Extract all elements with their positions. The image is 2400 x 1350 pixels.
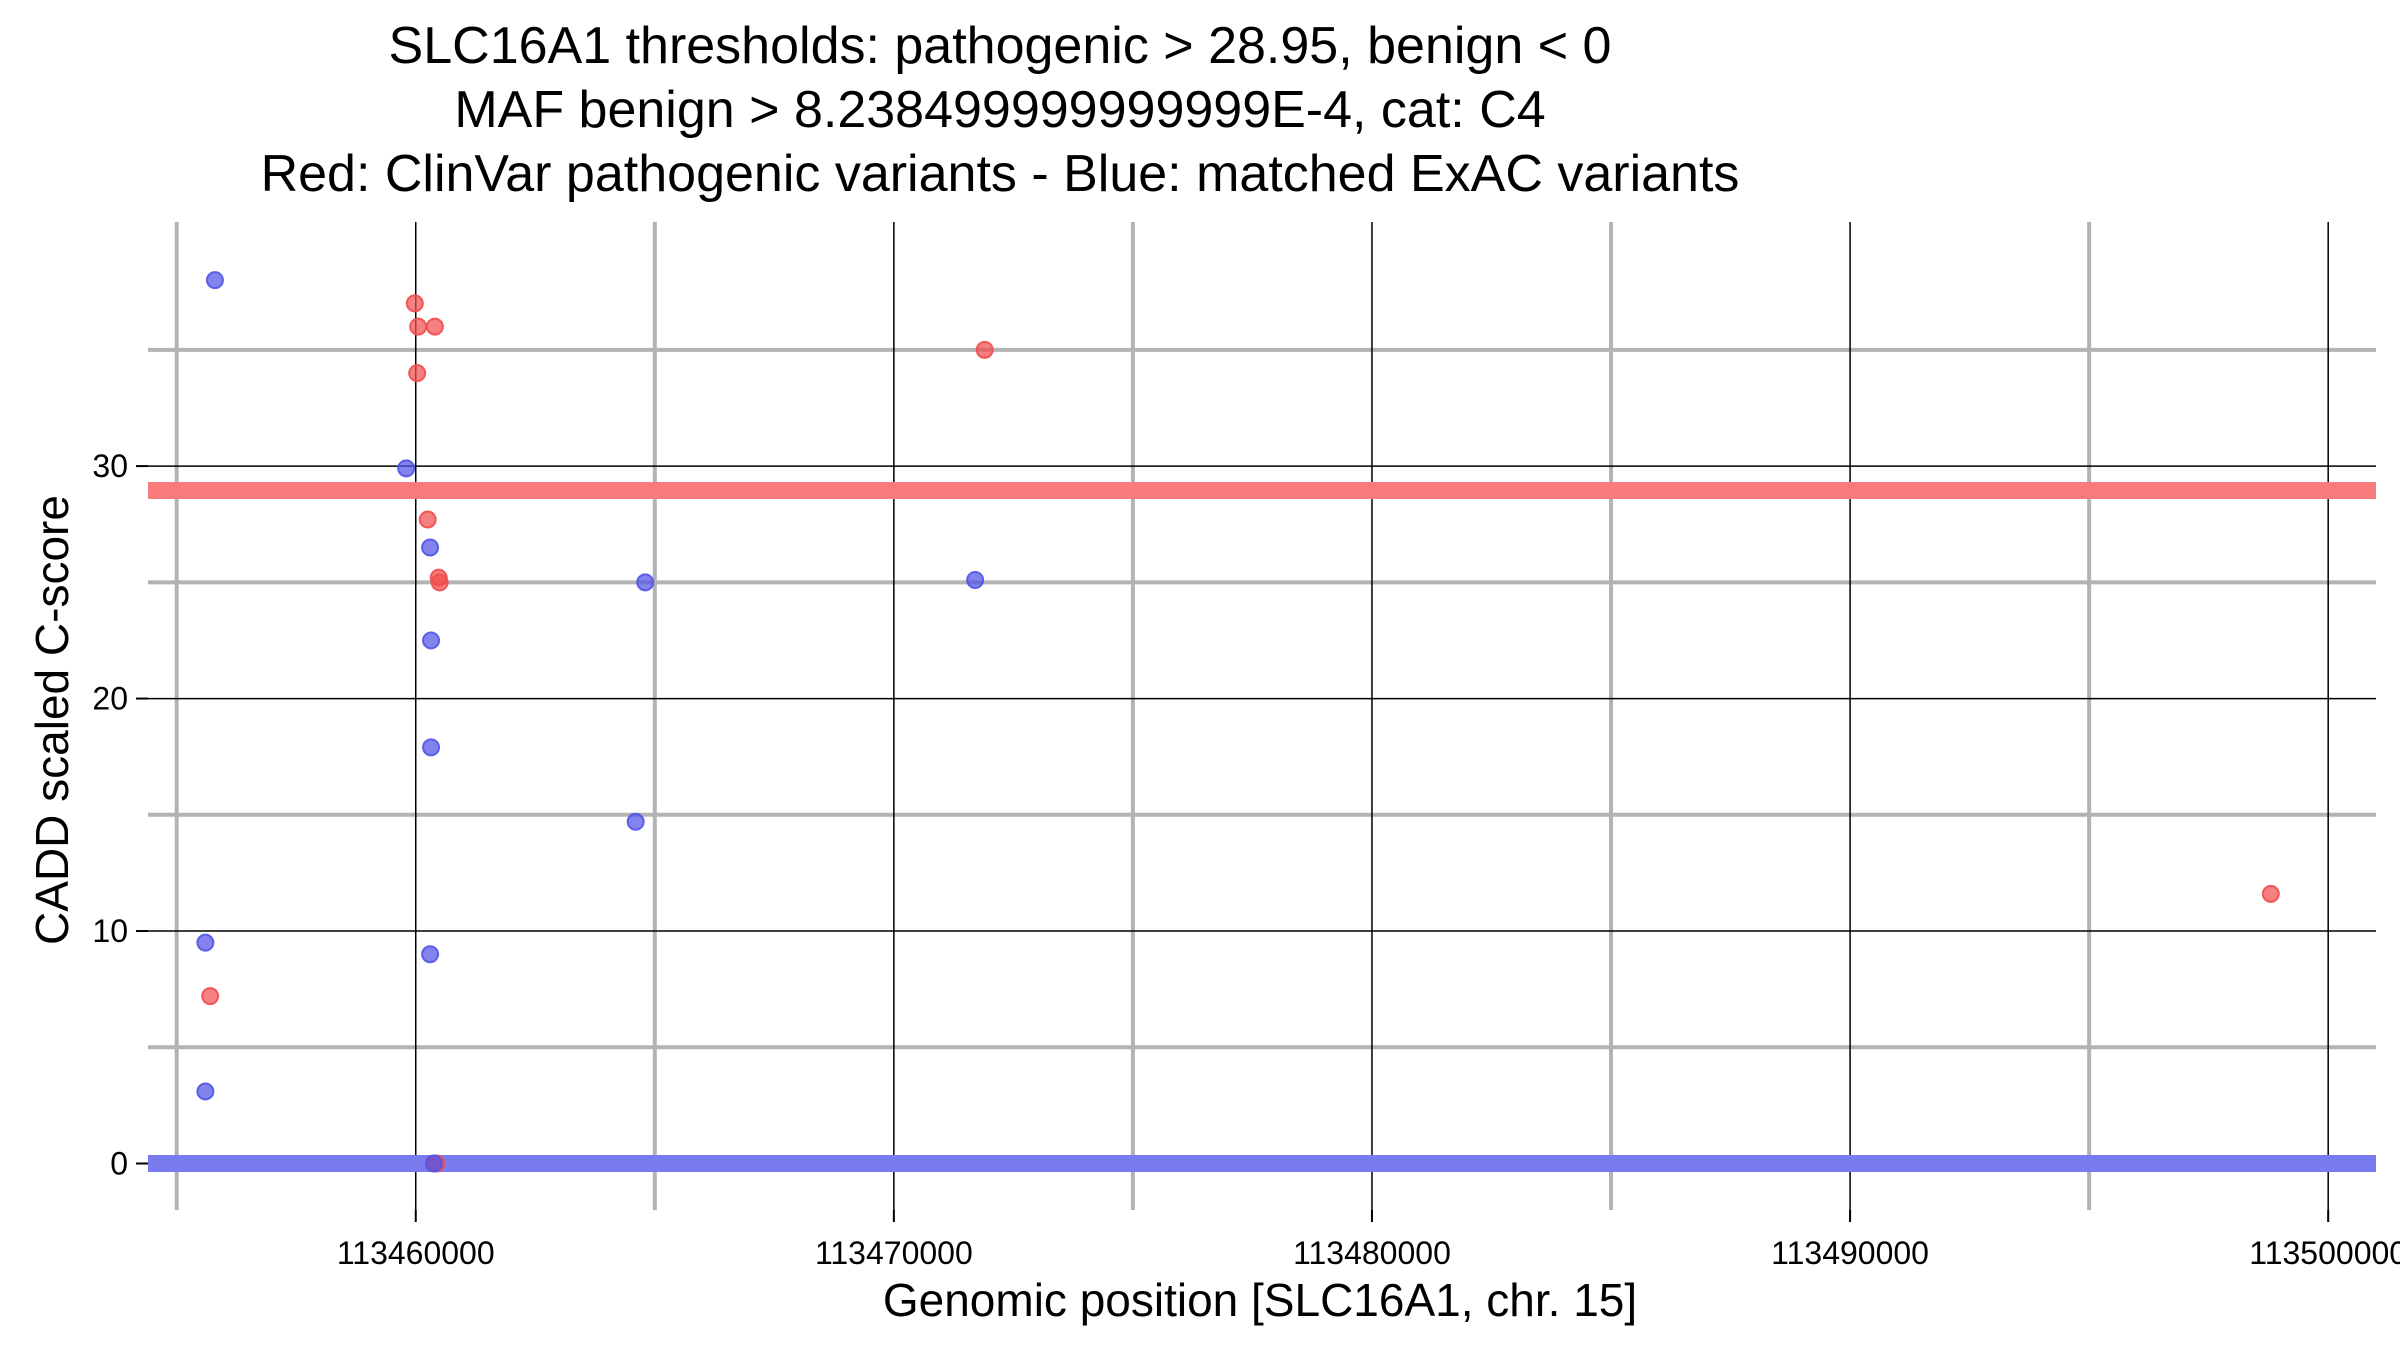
clinvar-point — [408, 364, 427, 383]
exac-point — [424, 1154, 443, 1173]
x-tick-label: 113470000 — [815, 1235, 973, 1271]
y-tick-label: 20 — [92, 681, 128, 717]
x-axis-title: Genomic position [SLC16A1, chr. 15] — [883, 1274, 1637, 1326]
y-tick-label: 0 — [110, 1146, 128, 1182]
data-points — [196, 271, 2280, 1173]
threshold-lines — [148, 482, 2376, 1173]
clinvar-point — [430, 573, 449, 592]
x-tick-label: 113480000 — [1293, 1235, 1451, 1271]
x-tick-label: 113460000 — [337, 1235, 495, 1271]
title-line-1: SLC16A1 thresholds: pathogenic > 28.95, … — [388, 17, 1612, 75]
exac-point — [636, 573, 655, 592]
exac-point — [421, 945, 440, 964]
exac-point — [196, 933, 215, 952]
title-line-3: Red: ClinVar pathogenic variants - Blue:… — [260, 145, 1740, 203]
clinvar-point — [201, 987, 220, 1006]
exac-point — [422, 631, 441, 650]
y-axis-title: CADD scaled C-score — [26, 495, 78, 945]
axis-ticks — [136, 465, 2330, 1222]
clinvar-point — [975, 340, 994, 359]
title-line-2: MAF benign > 8.238499999999999E-4, cat: … — [454, 81, 1546, 139]
exac-point — [421, 538, 440, 557]
exac-point — [626, 812, 645, 831]
clinvar-point — [405, 294, 424, 313]
y-tick-label: 10 — [92, 913, 128, 949]
x-tick-label: 113490000 — [1771, 1235, 1929, 1271]
exac-point — [205, 271, 224, 290]
axis-tick-labels: 113460000 113470000 113480000 113490000 1135… — [92, 448, 2400, 1271]
y-tick-label: 30 — [92, 448, 128, 484]
minor-gridlines — [148, 222, 2376, 1210]
major-gridlines — [148, 222, 2376, 1210]
x-tick-label: 113500000 — [2249, 1235, 2400, 1271]
clinvar-point — [409, 317, 428, 336]
exac-point — [422, 738, 441, 757]
clinvar-point — [2261, 884, 2280, 903]
chart-title: SLC16A1 thresholds: pathogenic > 28.95, … — [0, 14, 2000, 206]
exac-point — [196, 1082, 215, 1101]
clinvar-point — [418, 510, 437, 529]
clinvar-point — [425, 317, 444, 336]
exac-point — [397, 459, 416, 478]
exac-point — [966, 571, 985, 590]
